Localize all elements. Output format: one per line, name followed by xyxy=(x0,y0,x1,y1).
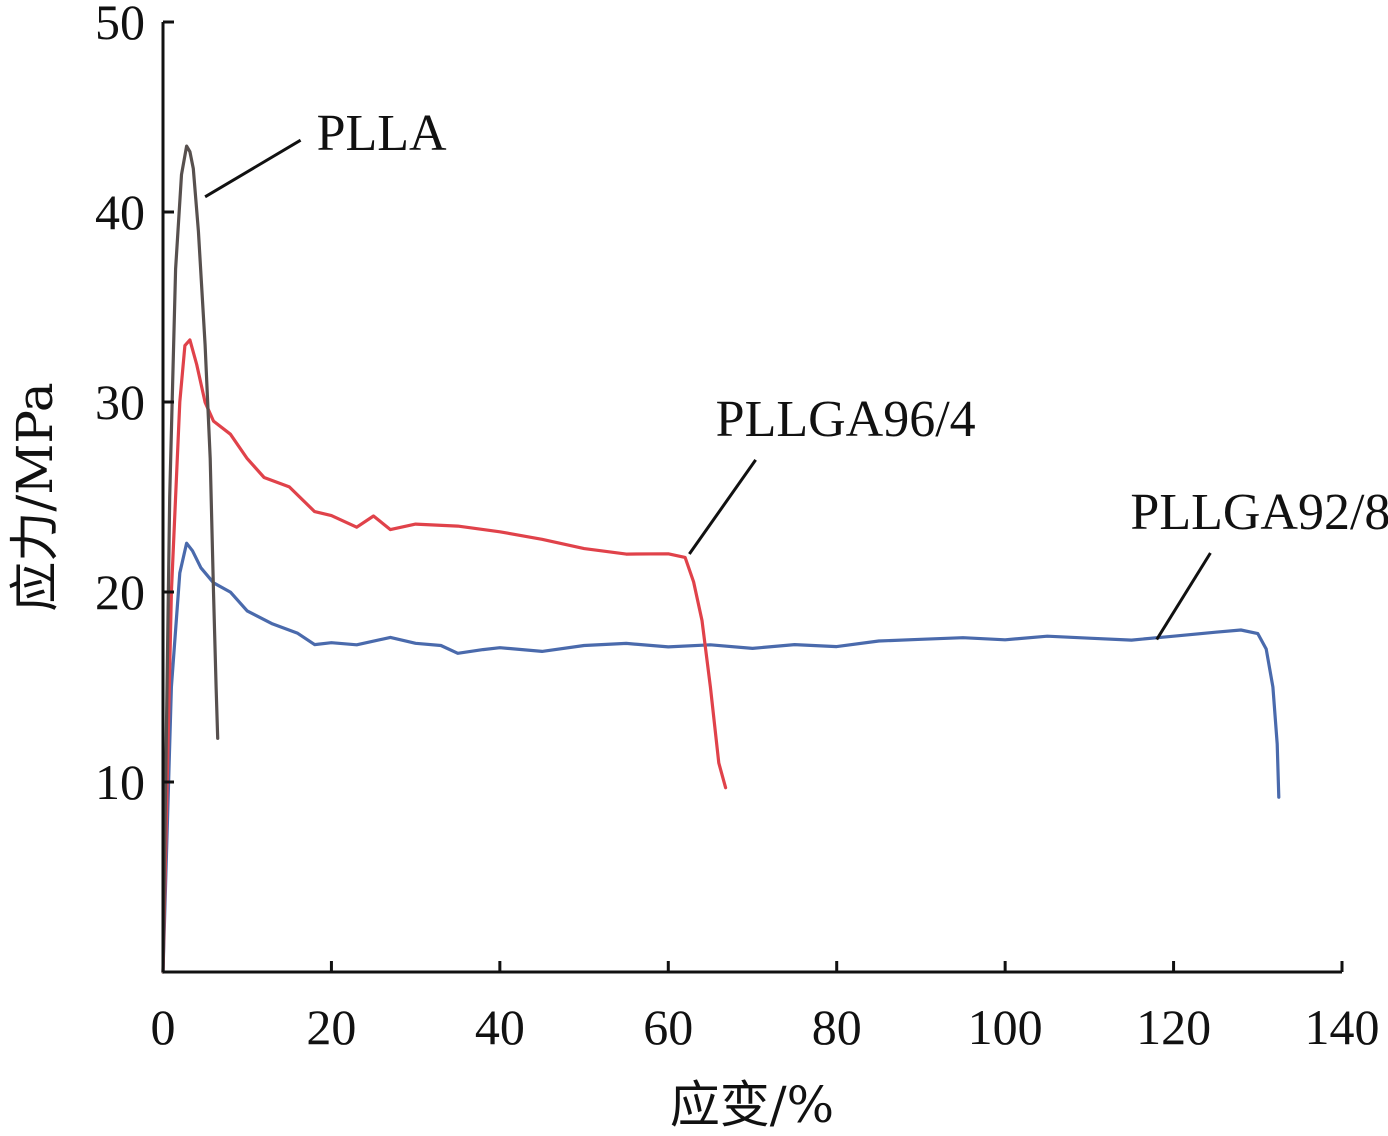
x-axis-title: 应变/% xyxy=(670,1076,834,1134)
series-label-plla: PLLA xyxy=(317,105,447,162)
y-tick-label: 10 xyxy=(95,754,145,810)
x-tick-label: 20 xyxy=(306,999,356,1055)
x-tick-label: 140 xyxy=(1305,999,1380,1055)
series-annotations: PLLA PLLGA96/4 PLLGA92/8 xyxy=(204,105,1388,641)
y-axis-title: 应力/MPa xyxy=(6,382,64,611)
y-tick-label: 30 xyxy=(95,374,145,430)
leader-line-plla xyxy=(204,138,302,199)
series-label-pllga96-4: PLLGA96/4 xyxy=(716,391,976,448)
x-tick-label: 0 xyxy=(151,999,176,1055)
ticks: 0 20 40 60 80 100 120 140 10 20 30 40 50 xyxy=(95,0,1380,1055)
x-tick-label: 40 xyxy=(475,999,525,1055)
plot-area xyxy=(161,144,1281,974)
series-line-plla xyxy=(161,144,220,974)
x-tick-label: 80 xyxy=(812,999,862,1055)
y-tick-label: 50 xyxy=(95,0,145,50)
y-tick-label: 40 xyxy=(95,184,145,240)
y-tick-label: 20 xyxy=(95,564,145,620)
leader-line-pllga92-8 xyxy=(1155,552,1212,641)
x-tick-label: 120 xyxy=(1136,999,1211,1055)
axes xyxy=(161,22,1342,974)
series-label-pllga92-8: PLLGA92/8 xyxy=(1130,484,1388,541)
x-tick-label: 100 xyxy=(968,999,1043,1055)
x-tick-label: 60 xyxy=(643,999,693,1055)
leader-line-pllga96-4 xyxy=(688,459,757,555)
series-line-pllga92-8 xyxy=(161,541,1281,974)
series-line-pllga96-4 xyxy=(161,338,728,974)
